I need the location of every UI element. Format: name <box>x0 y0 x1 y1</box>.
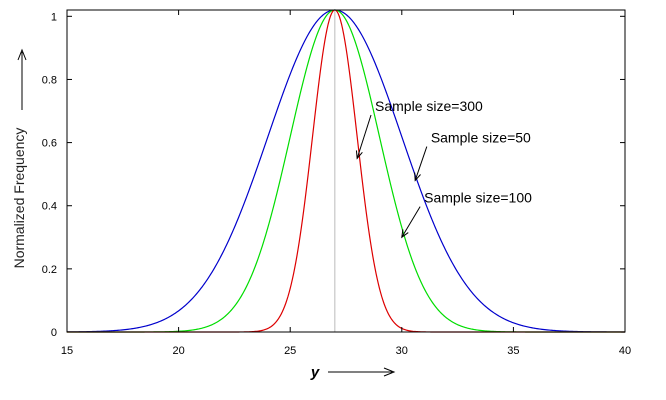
x-tick-label: 25 <box>284 345 296 357</box>
x-axis-label: y <box>310 364 320 381</box>
annotation-label-2: Sample size=100 <box>424 190 532 206</box>
series-line-0 <box>66 9 625 333</box>
y-tick-label: 0.2 <box>42 264 57 276</box>
x-tick-label: 30 <box>396 345 408 357</box>
annotation-label-0: Sample size=300 <box>375 98 483 114</box>
annotation-arrowhead-1 <box>414 172 421 182</box>
ticks-layer: 15 20 25 30 35 40 0 0.2 0.4 0.6 0.8 1 <box>42 10 631 357</box>
x-tick-label: 20 <box>172 345 184 357</box>
annotation-arrow-0 <box>356 114 372 159</box>
curves-layer <box>66 9 625 333</box>
y-axis-label: Normalized Frequency <box>11 128 27 269</box>
annotation-arrow-1 <box>414 146 428 181</box>
annotations-layer: Sample size=300 Sample size=50 Sample size… <box>355 98 532 239</box>
plot-frame <box>66 9 626 333</box>
x-axis-arrow-icon <box>328 367 396 377</box>
y-axis-arrow-icon <box>17 48 27 110</box>
x-tick-label: 15 <box>61 345 73 357</box>
y-tick-label: 0.4 <box>42 201 57 213</box>
annotation-label-1: Sample size=50 <box>431 130 531 146</box>
series-line-2 <box>67 9 625 333</box>
y-tick-label: 0.8 <box>42 74 57 86</box>
annotation-arrowhead-0 <box>355 150 363 160</box>
x-tick-label: 40 <box>619 345 631 357</box>
annotation-arrowhead-2 <box>401 229 409 239</box>
y-tick-label: 0 <box>51 327 57 339</box>
y-tick-label: 0.6 <box>42 138 57 150</box>
series-line-1 <box>67 9 625 333</box>
annotation-arrow-2 <box>401 206 421 238</box>
y-tick-label: 1 <box>51 11 57 23</box>
x-tick-label: 35 <box>507 345 519 357</box>
